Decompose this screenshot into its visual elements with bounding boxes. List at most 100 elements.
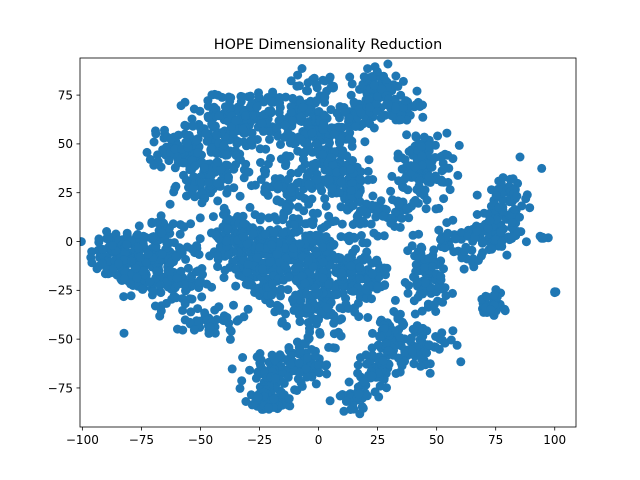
data-point — [234, 315, 243, 325]
data-point — [268, 87, 278, 97]
data-point — [266, 153, 275, 163]
data-point — [295, 81, 304, 91]
data-point — [283, 174, 293, 184]
data-point — [439, 264, 448, 274]
data-point — [122, 240, 132, 249]
data-point — [362, 391, 372, 401]
data-point — [302, 372, 312, 382]
data-point — [515, 212, 524, 222]
data-point — [187, 244, 197, 254]
data-point — [166, 134, 176, 144]
data-point — [314, 360, 324, 370]
data-point — [332, 167, 342, 177]
data-point — [459, 264, 469, 274]
data-point — [310, 283, 320, 293]
data-point — [410, 309, 420, 319]
data-point — [219, 273, 229, 283]
data-point — [430, 140, 440, 150]
data-point — [224, 250, 234, 260]
data-point — [206, 171, 216, 181]
data-point — [223, 224, 233, 234]
data-point — [420, 185, 430, 195]
data-point — [379, 324, 389, 333]
data-point — [446, 335, 456, 345]
data-point — [407, 347, 417, 357]
data-point — [173, 324, 182, 334]
data-point — [265, 299, 275, 308]
data-point — [360, 137, 370, 147]
data-point — [382, 383, 391, 393]
data-point — [368, 191, 378, 201]
data-point — [312, 175, 322, 185]
data-point — [214, 302, 224, 312]
data-point — [434, 344, 444, 354]
data-point — [189, 172, 199, 182]
x-tick-label: 0 — [315, 433, 323, 447]
data-point — [220, 265, 230, 275]
data-point — [334, 187, 344, 197]
data-point — [370, 387, 380, 397]
data-point — [212, 149, 222, 159]
data-point — [348, 220, 358, 229]
data-point — [298, 102, 308, 112]
data-point — [417, 306, 427, 316]
data-point — [195, 234, 205, 244]
data-point — [318, 149, 328, 159]
data-point — [355, 219, 365, 229]
data-point — [311, 230, 321, 240]
data-point — [404, 147, 414, 156]
data-point — [229, 164, 239, 174]
data-point — [182, 191, 191, 201]
data-point — [247, 128, 257, 138]
data-point — [248, 229, 258, 239]
data-point — [418, 331, 428, 341]
data-point — [412, 86, 422, 96]
data-point — [402, 203, 412, 213]
data-point — [382, 263, 392, 273]
data-point — [285, 401, 295, 411]
data-point — [192, 135, 202, 145]
data-point — [350, 233, 360, 243]
y-tick-label: −75 — [48, 381, 73, 395]
data-point — [372, 67, 382, 76]
data-point — [417, 243, 427, 253]
data-point — [171, 252, 181, 262]
x-tick-label: −25 — [247, 433, 272, 447]
data-point — [353, 360, 363, 370]
data-point — [219, 140, 229, 150]
data-point — [318, 257, 328, 267]
data-point — [296, 191, 306, 201]
data-point — [330, 216, 340, 226]
data-point — [252, 102, 262, 112]
data-point — [195, 122, 205, 132]
data-point — [208, 212, 218, 222]
data-point — [449, 247, 459, 257]
data-point — [126, 279, 135, 289]
data-point — [360, 284, 370, 294]
data-point — [293, 202, 303, 212]
data-point — [149, 137, 159, 147]
data-point — [222, 150, 232, 160]
data-point — [343, 253, 353, 263]
data-point — [472, 226, 482, 236]
data-point — [502, 250, 512, 260]
data-point — [143, 249, 153, 259]
data-point — [276, 284, 286, 294]
data-point — [284, 394, 294, 404]
data-point — [496, 227, 506, 237]
data-point — [180, 299, 190, 309]
data-point — [440, 243, 450, 253]
data-point — [456, 228, 466, 237]
data-point — [364, 95, 374, 105]
data-point — [326, 105, 336, 115]
data-point — [202, 279, 212, 289]
data-point — [322, 369, 332, 379]
data-point — [367, 294, 376, 304]
data-point — [214, 111, 224, 121]
data-point — [293, 168, 303, 178]
data-point — [521, 237, 531, 247]
data-point — [404, 213, 414, 223]
data-point — [241, 397, 251, 406]
data-points — [80, 59, 561, 419]
